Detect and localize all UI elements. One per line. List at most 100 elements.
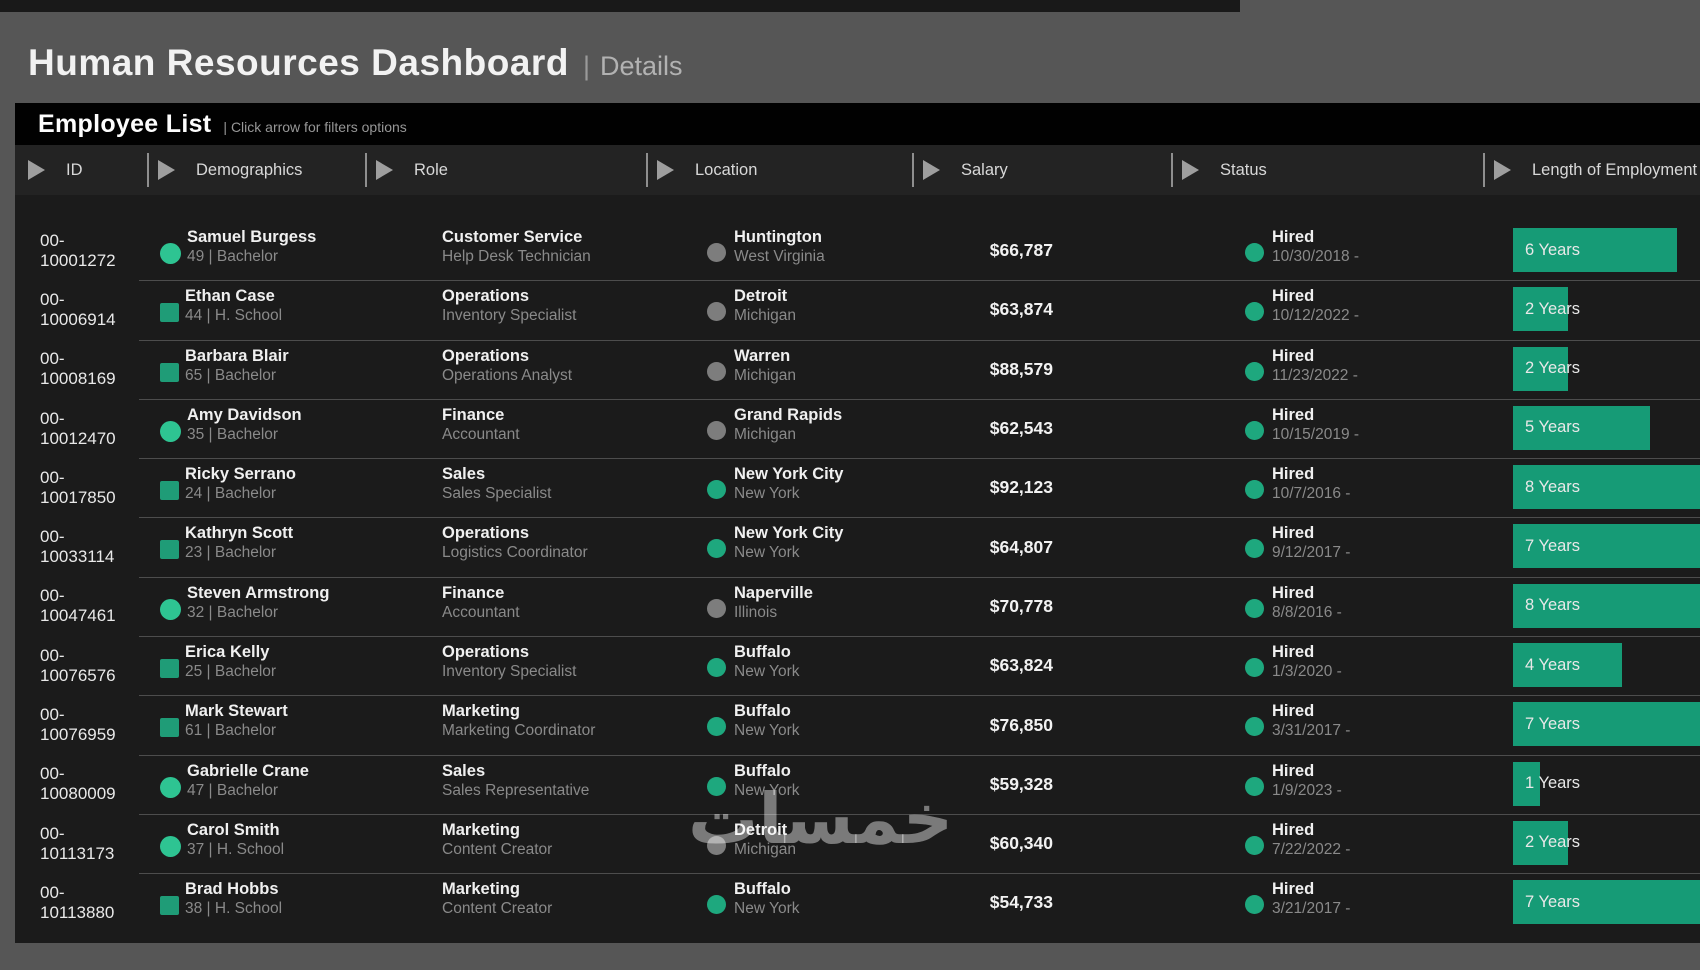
employee-id: 00-10076576 <box>40 645 116 685</box>
table-row[interactable]: 00-10006914 Ethan Case 44 | H. School Op… <box>15 280 1700 339</box>
status-dot-icon <box>1245 420 1264 440</box>
column-separator-line <box>912 153 914 187</box>
table-row[interactable]: 00-10033114 Kathryn Scott 23 | Bachelor … <box>15 517 1700 576</box>
demographic-marker-icon <box>160 835 181 857</box>
salary-cell: $63,824 <box>903 636 1162 695</box>
table-row[interactable]: 00-10076959 Mark Stewart 61 | Bachelor M… <box>15 695 1700 754</box>
filter-arrow-icon[interactable] <box>923 160 940 180</box>
filter-arrow-icon[interactable] <box>376 160 393 180</box>
salary-cell: $92,123 <box>903 458 1162 517</box>
employee-demographics: 47 | Bachelor <box>187 781 279 799</box>
employment-bar-track: 1 Years <box>1513 761 1700 806</box>
filter-arrow-icon[interactable] <box>657 160 674 180</box>
employee-demographics: 25 | Bachelor <box>185 663 277 681</box>
demographics-cell: Erica Kelly 25 | Bachelor <box>138 636 356 695</box>
table-row[interactable]: 00-10113173 Carol Smith 37 | H. School M… <box>15 813 1700 873</box>
role-cell: Marketing Marketing Coordinator <box>356 695 637 754</box>
table-row[interactable]: 00-10012470 Amy Davidson 35 | Bachelor F… <box>15 398 1700 458</box>
hire-date: 7/22/2022 - <box>1272 840 1351 858</box>
column-separator-line <box>1483 153 1485 187</box>
location-cell: Buffalo New York <box>637 755 903 814</box>
status-cell: Hired 9/12/2017 - <box>1162 517 1474 576</box>
hint-text: Click arrow for filters options <box>230 119 407 135</box>
state: Michigan <box>734 307 797 325</box>
salary-cell: $88,579 <box>903 340 1162 399</box>
department: Marketing <box>442 820 520 839</box>
column-header[interactable]: Status <box>1162 145 1474 195</box>
id-cell: 00-10008169 <box>15 340 138 399</box>
status: Hired <box>1272 287 1315 306</box>
column-label: Role <box>414 160 448 179</box>
demographic-marker-icon <box>160 896 179 916</box>
demographics-cell: Gabrielle Crane 47 | Bachelor <box>138 755 356 814</box>
status-dot-icon <box>1245 776 1264 796</box>
employee-demographics: 32 | Bachelor <box>187 603 279 621</box>
status-dot-icon <box>1245 480 1264 500</box>
demographics-cell: Barbara Blair 65 | Bachelor <box>138 340 356 399</box>
demographics-cell: Amy Davidson 35 | Bachelor <box>138 399 356 458</box>
job-title: Content Creator <box>442 840 553 858</box>
status-cell: Hired 11/23/2022 - <box>1162 340 1474 399</box>
hire-date: 3/21/2017 - <box>1272 900 1351 918</box>
column-header[interactable]: Length of Employment <box>1474 145 1700 195</box>
hire-date: 1/3/2020 - <box>1272 663 1342 681</box>
filter-arrow-icon[interactable] <box>28 160 45 180</box>
job-title: Accountant <box>442 603 520 621</box>
column-header[interactable]: Location <box>637 145 903 195</box>
status-cell: Hired 7/22/2022 - <box>1162 814 1474 873</box>
location-dot-icon <box>707 717 726 737</box>
city: Grand Rapids <box>734 405 843 424</box>
table-row[interactable]: 00-10076576 Erica Kelly 25 | Bachelor Op… <box>15 636 1700 695</box>
filter-arrow-icon[interactable] <box>1182 160 1199 180</box>
status: Hired <box>1272 583 1315 602</box>
status: Hired <box>1272 880 1315 899</box>
column-header[interactable]: Demographics <box>138 145 356 195</box>
city: New York City <box>734 465 844 484</box>
page-subtitle: | Details <box>583 51 683 82</box>
id-cell: 00-10012470 <box>15 399 138 458</box>
table-row[interactable]: 00-10001272 Samuel Burgess 49 | Bachelor… <box>15 221 1700 280</box>
column-header[interactable]: ID <box>15 145 138 195</box>
id-cell: 00-10113880 <box>15 873 138 932</box>
department: Sales <box>442 465 486 484</box>
filter-arrow-icon[interactable] <box>1494 160 1511 180</box>
job-title: Operations Analyst <box>442 366 573 384</box>
employee-name: Samuel Burgess <box>187 228 317 246</box>
status: Hired <box>1272 820 1315 839</box>
demographic-marker-icon <box>160 659 179 679</box>
salary-cell: $62,543 <box>903 399 1162 458</box>
column-header[interactable]: Salary <box>903 145 1162 195</box>
salary: $59,328 <box>989 773 1053 794</box>
table-row[interactable]: 00-10047461 Steven Armstrong 32 | Bachel… <box>15 576 1700 636</box>
filter-arrow-icon[interactable] <box>158 160 175 180</box>
employment-length-label: 7 Years <box>1525 892 1581 911</box>
job-title: Inventory Specialist <box>442 307 577 325</box>
table-row[interactable]: 00-10008169 Barbara Blair 65 | Bachelor … <box>15 339 1700 399</box>
employee-name: Barbara Blair <box>185 346 289 365</box>
location-dot-icon <box>707 598 726 618</box>
length-cell: 7 Years <box>1474 695 1700 754</box>
hire-date: 9/12/2017 - <box>1272 544 1351 562</box>
department: Marketing <box>442 702 520 721</box>
job-title: Inventory Specialist <box>442 663 577 681</box>
employee-id: 00-10113880 <box>40 882 115 922</box>
role-cell: Finance Accountant <box>356 577 637 636</box>
status-dot-icon <box>1245 243 1264 262</box>
employment-length-bar <box>1513 465 1700 510</box>
table-row[interactable]: 00-10080009 Gabrielle Crane 47 | Bachelo… <box>15 754 1700 814</box>
demographics-cell: Samuel Burgess 49 | Bachelor <box>138 221 356 280</box>
employment-length-bar <box>1513 405 1650 450</box>
employment-length-label: 5 Years <box>1525 418 1581 437</box>
table-row[interactable]: 00-10113880 Brad Hobbs 38 | H. School Ma… <box>15 873 1700 932</box>
employee-id: 00-10001272 <box>40 230 116 270</box>
length-cell: 1 Years <box>1474 755 1700 814</box>
employee-name: Brad Hobbs <box>185 880 279 899</box>
demographic-marker-icon <box>160 598 181 620</box>
employment-length-bar <box>1513 346 1568 391</box>
column-header[interactable]: Role <box>356 145 637 195</box>
table-row[interactable]: 00-10017850 Ricky Serrano 24 | Bachelor … <box>15 458 1700 517</box>
column-separator-line <box>646 153 648 187</box>
job-title: Logistics Coordinator <box>442 544 588 562</box>
demographic-marker-icon <box>160 362 179 382</box>
status-cell: Hired 3/31/2017 - <box>1162 695 1474 754</box>
